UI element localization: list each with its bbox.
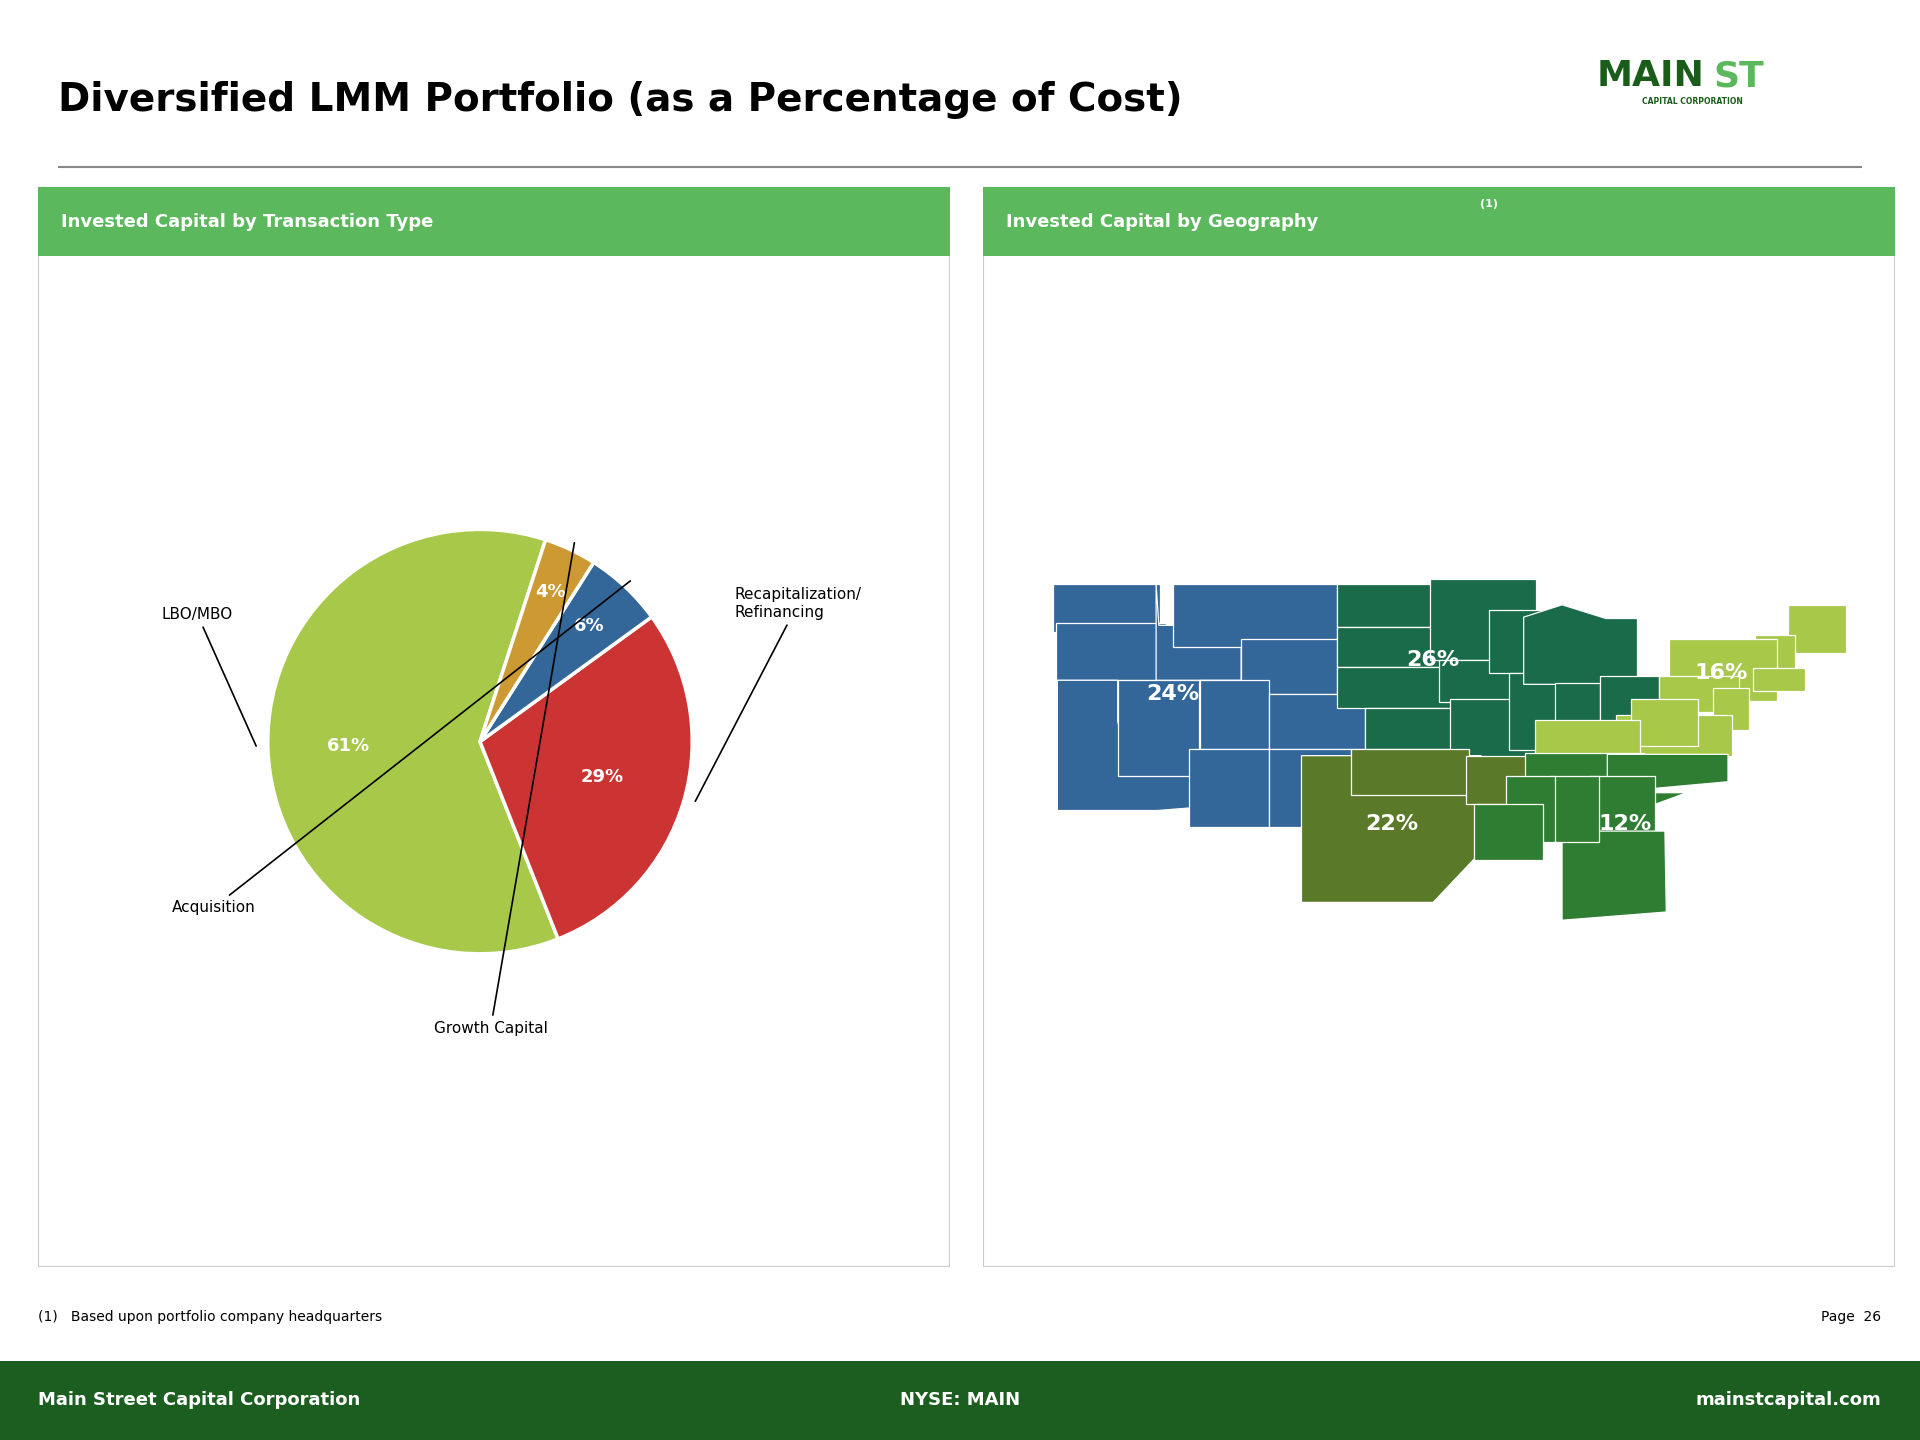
Polygon shape: [1188, 749, 1269, 827]
Text: 22%: 22%: [1365, 814, 1419, 834]
Polygon shape: [1173, 585, 1336, 648]
Polygon shape: [1524, 753, 1644, 778]
Text: 6%: 6%: [574, 616, 605, 635]
Polygon shape: [1524, 605, 1638, 684]
Wedge shape: [267, 530, 559, 953]
Text: ST: ST: [1713, 59, 1764, 94]
Polygon shape: [1200, 680, 1269, 749]
Polygon shape: [1430, 579, 1536, 660]
Polygon shape: [1555, 683, 1601, 737]
Polygon shape: [1467, 756, 1534, 804]
Text: 16%: 16%: [1695, 664, 1747, 684]
Polygon shape: [1056, 622, 1165, 680]
Text: CAPITAL CORPORATION: CAPITAL CORPORATION: [1642, 98, 1743, 107]
Text: Diversified LMM Portfolio (as a Percentage of Cost): Diversified LMM Portfolio (as a Percenta…: [58, 81, 1183, 120]
Text: 29%: 29%: [580, 768, 624, 786]
Polygon shape: [1336, 626, 1442, 667]
Polygon shape: [1054, 585, 1160, 632]
Text: Acquisition: Acquisition: [173, 580, 630, 914]
Polygon shape: [1563, 831, 1667, 920]
Polygon shape: [1490, 611, 1572, 674]
Text: LBO/MBO: LBO/MBO: [161, 606, 255, 746]
Text: 61%: 61%: [326, 737, 371, 755]
Polygon shape: [1590, 776, 1655, 840]
Text: 24%: 24%: [1146, 684, 1200, 704]
Polygon shape: [1365, 707, 1467, 749]
Polygon shape: [1607, 792, 1688, 818]
Text: 12%: 12%: [1599, 814, 1651, 834]
Polygon shape: [1659, 677, 1740, 711]
Text: Growth Capital: Growth Capital: [434, 543, 574, 1035]
Text: Recapitalization/
Refinancing: Recapitalization/ Refinancing: [695, 588, 862, 801]
Text: (1)   Based upon portfolio company headquarters: (1) Based upon portfolio company headqua…: [38, 1310, 382, 1323]
Polygon shape: [1302, 756, 1480, 903]
Wedge shape: [480, 563, 651, 742]
Polygon shape: [1156, 585, 1240, 680]
Polygon shape: [1336, 585, 1438, 626]
Bar: [1551, 42, 1845, 117]
Text: 4%: 4%: [536, 583, 566, 600]
Text: Invested Capital by Geography: Invested Capital by Geography: [1006, 213, 1319, 230]
Polygon shape: [1753, 668, 1805, 691]
Polygon shape: [1450, 700, 1542, 763]
Polygon shape: [1509, 674, 1571, 750]
Polygon shape: [1755, 635, 1795, 671]
Polygon shape: [1601, 677, 1659, 730]
Text: Main Street Capital Corporation: Main Street Capital Corporation: [38, 1391, 361, 1410]
Polygon shape: [1058, 680, 1192, 811]
Polygon shape: [1352, 749, 1469, 795]
Text: MAIN: MAIN: [1596, 59, 1705, 94]
Text: Invested Capital by Transaction Type: Invested Capital by Transaction Type: [61, 213, 434, 230]
Polygon shape: [1475, 804, 1544, 860]
Polygon shape: [1549, 776, 1599, 842]
Polygon shape: [1534, 720, 1640, 756]
Text: (1): (1): [1480, 200, 1498, 209]
Polygon shape: [1269, 694, 1365, 749]
Polygon shape: [1630, 700, 1697, 746]
Text: mainstcapital.com: mainstcapital.com: [1695, 1391, 1882, 1410]
Polygon shape: [1668, 639, 1778, 701]
Polygon shape: [1615, 714, 1732, 756]
Polygon shape: [1713, 688, 1749, 730]
Polygon shape: [1607, 755, 1728, 792]
Wedge shape: [480, 540, 593, 742]
Polygon shape: [1336, 667, 1457, 707]
Wedge shape: [480, 616, 693, 939]
Text: NYSE: MAIN: NYSE: MAIN: [900, 1391, 1020, 1410]
Polygon shape: [1438, 660, 1528, 703]
Polygon shape: [1788, 605, 1845, 652]
Polygon shape: [1117, 680, 1198, 776]
Polygon shape: [1505, 776, 1555, 842]
Polygon shape: [1240, 639, 1336, 694]
Polygon shape: [1269, 749, 1352, 827]
Text: Page  26: Page 26: [1822, 1310, 1882, 1323]
Text: 26%: 26%: [1407, 649, 1459, 670]
